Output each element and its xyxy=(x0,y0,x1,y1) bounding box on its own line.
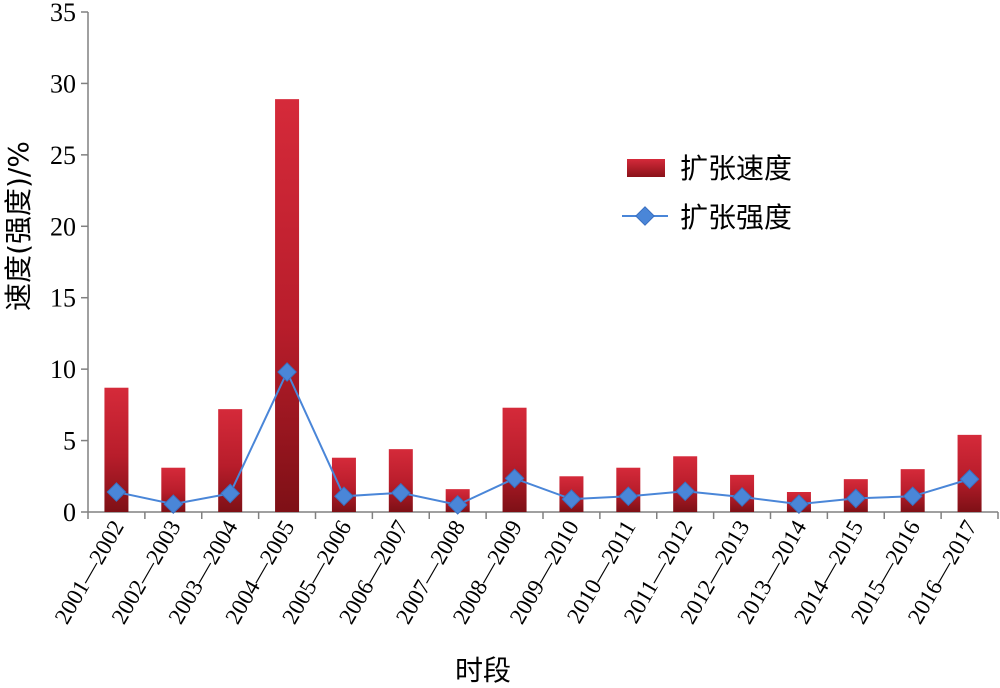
line-point xyxy=(504,468,525,489)
y-tick-label: 25 xyxy=(50,141,76,170)
legend: 扩张速度 扩张强度 xyxy=(622,152,792,234)
x-axis xyxy=(87,511,999,519)
line-point xyxy=(845,488,866,509)
y-tick-label: 30 xyxy=(50,69,76,98)
bar xyxy=(275,99,300,513)
legend-label-bar: 扩张速度 xyxy=(680,152,792,185)
legend-marker-icon xyxy=(635,206,655,226)
y-tick-label: 10 xyxy=(50,355,76,384)
y-tick-label: 15 xyxy=(50,284,76,313)
line-point xyxy=(959,469,980,490)
line-point xyxy=(277,362,297,382)
y-tick-label: 20 xyxy=(50,212,76,241)
y-axis: 0 5 10 15 20 25 30 35 xyxy=(50,0,89,527)
y-tick-label: 5 xyxy=(63,427,76,456)
line-point xyxy=(390,482,411,503)
line-point xyxy=(334,486,354,507)
bar xyxy=(502,407,527,512)
x-tick-labels: 2001—20022002—20032003—20042004—20052005… xyxy=(50,516,982,629)
line-point xyxy=(106,482,127,502)
line-point xyxy=(618,486,639,507)
y-axis-title: 速度(强度)/% xyxy=(2,141,35,311)
line-point xyxy=(561,489,582,510)
legend-bar-swatch xyxy=(627,159,665,177)
line-point xyxy=(163,494,184,515)
line-point xyxy=(902,486,923,507)
line-point xyxy=(447,494,468,515)
y-tick-label: 35 xyxy=(50,0,76,27)
y-tick-label: 0 xyxy=(63,498,76,527)
line-point xyxy=(732,487,752,507)
line-point xyxy=(220,483,241,504)
x-axis-title: 时段 xyxy=(455,654,511,687)
legend-label-line: 扩张强度 xyxy=(680,201,792,234)
series-line xyxy=(116,369,970,506)
bar-series xyxy=(104,99,982,513)
line-point xyxy=(789,494,809,515)
line-series xyxy=(106,362,980,515)
line-point xyxy=(675,481,696,502)
